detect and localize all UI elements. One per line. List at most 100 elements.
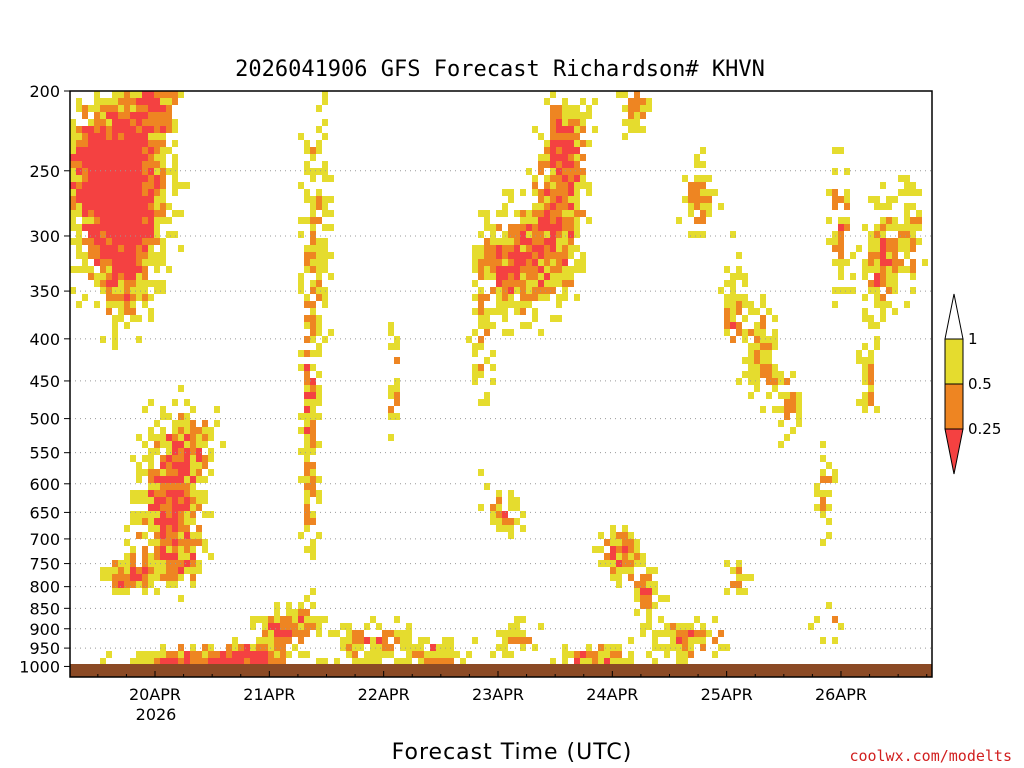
- heatmap-cell: [550, 91, 556, 98]
- heatmap-cell: [130, 581, 136, 588]
- heatmap-cell: [418, 637, 424, 644]
- heatmap-cell: [310, 392, 316, 399]
- heatmap-cell: [790, 392, 796, 399]
- heatmap-cell: [310, 406, 316, 413]
- heatmap-cell: [478, 315, 484, 322]
- heatmap-cell: [904, 203, 910, 210]
- heatmap-cell: [202, 427, 208, 434]
- heatmap-cell: [652, 588, 658, 595]
- y-axis-ticks: 2002503003504004505005506006507007508008…: [19, 82, 70, 676]
- heatmap-cell: [226, 644, 232, 651]
- heatmap-cell: [136, 490, 142, 497]
- heatmap-cell: [166, 490, 172, 497]
- heatmap-cell: [106, 175, 112, 182]
- heatmap-cell: [334, 630, 340, 637]
- heatmap-cell: [88, 224, 94, 231]
- heatmap-cell: [214, 651, 220, 658]
- heatmap-cell: [742, 294, 748, 301]
- heatmap-cell: [622, 532, 628, 539]
- heatmap-cell: [874, 406, 880, 413]
- heatmap-cell: [568, 238, 574, 245]
- y-tick-label: 550: [29, 444, 60, 463]
- heatmap-cell: [472, 259, 478, 266]
- heatmap-cell: [520, 189, 526, 196]
- heatmap-cell: [262, 616, 268, 623]
- heatmap-cell: [502, 252, 508, 259]
- heatmap-cell: [184, 476, 190, 483]
- heatmap-cell: [136, 231, 142, 238]
- heatmap-cell: [112, 280, 118, 287]
- heatmap-cell: [304, 441, 310, 448]
- heatmap-cell: [478, 343, 484, 350]
- legend-label-0-25: 0.25: [968, 420, 1001, 438]
- heatmap-cell: [544, 294, 550, 301]
- heatmap-cell: [160, 427, 166, 434]
- heatmap-cell: [856, 350, 862, 357]
- heatmap-cell: [886, 273, 892, 280]
- heatmap-cell: [160, 546, 166, 553]
- heatmap-cell: [202, 651, 208, 658]
- heatmap-cell: [172, 581, 178, 588]
- heatmap-cell: [76, 105, 82, 112]
- heatmap-cell: [196, 434, 202, 441]
- heatmap-cell: [76, 224, 82, 231]
- heatmap-cell: [172, 210, 178, 217]
- heatmap-cell: [124, 105, 130, 112]
- heatmap-cell: [550, 658, 556, 664]
- heatmap-cell: [130, 126, 136, 133]
- heatmap-cell: [820, 476, 826, 483]
- heatmap-cell: [532, 189, 538, 196]
- heatmap-cell: [508, 245, 514, 252]
- heatmap-cell: [76, 210, 82, 217]
- heatmap-cell: [532, 287, 538, 294]
- heatmap-cell: [70, 203, 76, 210]
- heatmap-cell: [496, 518, 502, 525]
- heatmap-cell: [772, 364, 778, 371]
- heatmap-cell: [526, 294, 532, 301]
- heatmap-cell: [574, 658, 580, 664]
- heatmap-cell: [736, 294, 742, 301]
- heatmap-cell: [838, 273, 844, 280]
- heatmap-cell: [730, 308, 736, 315]
- heatmap-cell: [892, 238, 898, 245]
- heatmap-cell: [166, 98, 172, 105]
- heatmap-cell: [316, 245, 322, 252]
- heatmap-cell: [508, 238, 514, 245]
- heatmap-cell: [142, 280, 148, 287]
- heatmap-cell: [316, 385, 322, 392]
- heatmap-cell: [82, 161, 88, 168]
- heatmap-cell: [316, 126, 322, 133]
- heatmap-cell: [310, 588, 316, 595]
- heatmap-cell: [622, 133, 628, 140]
- heatmap-cell: [172, 154, 178, 161]
- heatmap-cell: [568, 224, 574, 231]
- heatmap-cell: [766, 364, 772, 371]
- heatmap-cell: [82, 189, 88, 196]
- heatmap-cell: [832, 203, 838, 210]
- heatmap-cell: [148, 434, 154, 441]
- heatmap-cell: [526, 168, 532, 175]
- heatmap-cell: [418, 658, 424, 664]
- heatmap-cell: [886, 266, 892, 273]
- heatmap-cell: [562, 140, 568, 147]
- heatmap-cell: [826, 518, 832, 525]
- heatmap-cell: [424, 651, 430, 658]
- heatmap-cell: [310, 462, 316, 469]
- heatmap-cell: [568, 105, 574, 112]
- heatmap-cell: [286, 651, 292, 658]
- heatmap-cell: [910, 203, 916, 210]
- heatmap-cell: [910, 189, 916, 196]
- heatmap-cell: [100, 147, 106, 154]
- heatmap-cell: [442, 658, 448, 664]
- heatmap-cell: [694, 203, 700, 210]
- heatmap-cell: [778, 406, 784, 413]
- heatmap-cell: [796, 406, 802, 413]
- heatmap-cell: [682, 637, 688, 644]
- heatmap-cell: [82, 252, 88, 259]
- heatmap-cell: [508, 189, 514, 196]
- heatmap-cell: [574, 210, 580, 217]
- heatmap-cell: [142, 217, 148, 224]
- credit-link[interactable]: coolwx.com/modelts: [849, 747, 1012, 765]
- heatmap-cell: [754, 350, 760, 357]
- heatmap-cell: [628, 105, 634, 112]
